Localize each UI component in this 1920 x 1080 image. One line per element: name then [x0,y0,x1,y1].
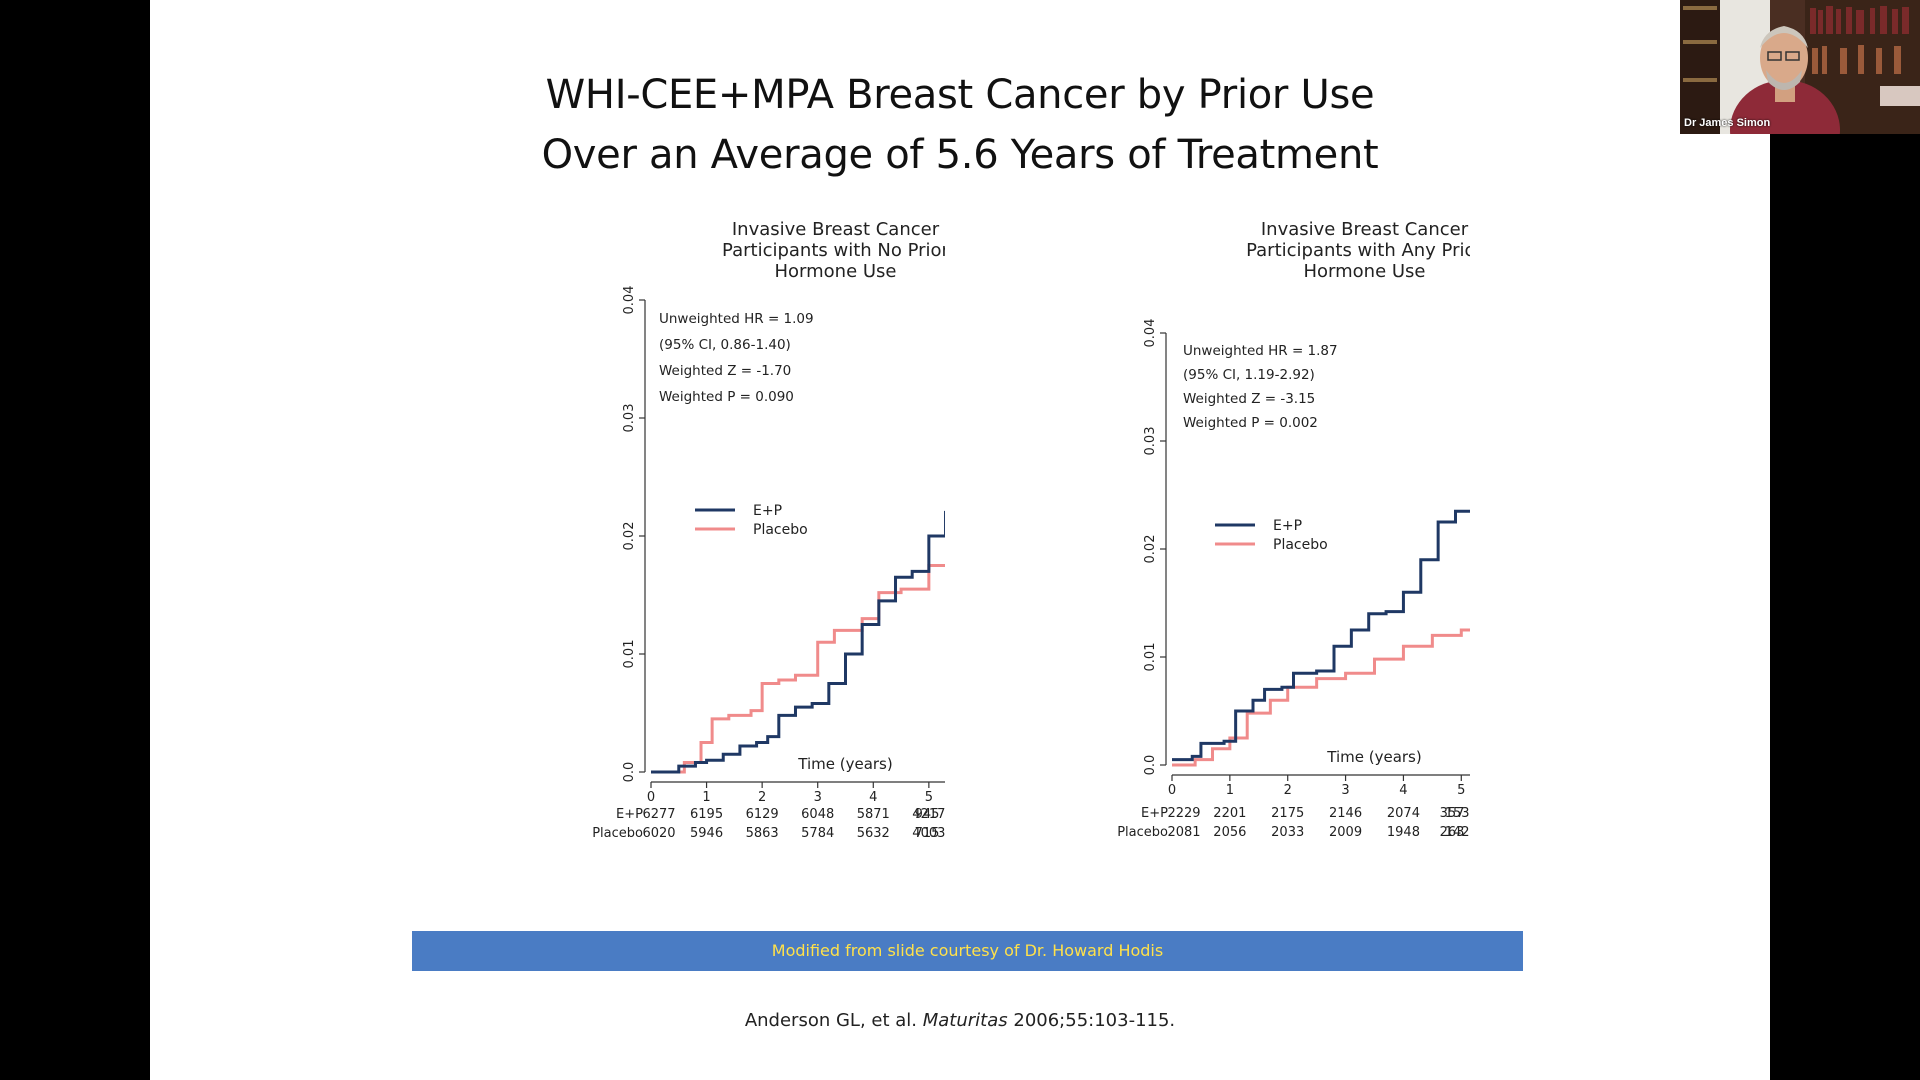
risk-count: 6195 [690,807,723,822]
chart-title-line: Invasive Breast Cancer [1261,219,1469,240]
risk-row-label: E+P [616,807,643,822]
legend-label: Placebo [753,522,808,538]
stats-line: Weighted P = 0.090 [659,389,794,405]
risk-count: 263 [1440,825,1465,840]
x-tick-label: 3 [814,790,822,805]
legend-label: E+P [1273,518,1302,534]
attribution-banner: Modified from slide courtesy of Dr. Howa… [412,931,1523,971]
y-tick-label: 0.0 [1143,755,1158,776]
chart-title-line: Hormone Use [1303,261,1425,282]
risk-count: 6020 [642,826,675,841]
stats-line: Weighted Z = -3.15 [1183,391,1315,407]
stats-line: Weighted P = 0.002 [1183,415,1318,431]
citation-details: 2006;55:103-115. [1013,1010,1176,1031]
x-tick-label: 0 [647,790,655,805]
presentation-slide: WHI-CEE+MPA Breast Cancer by Prior Use O… [150,0,1770,1080]
risk-row-label: Placebo [592,826,643,841]
y-tick-label: 0.04 [1143,319,1158,348]
x-tick-label: 1 [1226,783,1234,798]
series-line-placebo [1172,628,1470,767]
risk-count: 5871 [857,807,890,822]
x-tick-label: 0 [1168,783,1176,798]
chart-title-line: Hormone Use [774,261,896,282]
chart-title-line: Participants with Any Prior [1246,240,1470,261]
risk-count: 4217 [912,807,945,822]
risk-count: 2081 [1167,825,1200,840]
risk-count: 5863 [746,826,779,841]
y-tick-label: 0.04 [622,286,637,315]
legend-label: E+P [753,503,782,519]
slide-title-line-1: WHI-CEE+MPA Breast Cancer by Prior Use [545,72,1375,118]
risk-row-label: E+P [1141,806,1168,821]
risk-count: 2146 [1329,806,1362,821]
x-tick-label: 1 [702,790,710,805]
x-tick-label: 4 [1399,783,1407,798]
risk-count: 2229 [1167,806,1200,821]
x-tick-label: 2 [758,790,766,805]
risk-count: 6129 [746,807,779,822]
stats-line: Unweighted HR = 1.87 [1183,343,1338,359]
y-tick-label: 0.02 [1143,535,1158,564]
risk-count: 2074 [1387,806,1420,821]
risk-count: 6277 [642,807,675,822]
x-axis-label: Time (years) [797,755,892,773]
series-line-ep [651,510,945,774]
citation: Anderson GL, et al. Maturitas 2006;55:10… [150,1010,1770,1031]
citation-authors: Anderson GL, et al. [744,1010,917,1031]
risk-count: 2009 [1329,825,1362,840]
y-tick-label: 0.03 [1143,427,1158,456]
chart-title-line: Invasive Breast Cancer [732,219,940,240]
webcam-video-feed [1680,0,1920,134]
risk-count: 5946 [690,826,723,841]
y-tick-label: 0.0 [622,762,637,783]
stats-line: (95% CI, 1.19-2.92) [1183,367,1315,383]
risk-count: 715 [915,826,940,841]
x-tick-label: 5 [1457,783,1465,798]
risk-count: 2033 [1271,825,1304,840]
risk-count: 945 [915,807,940,822]
y-tick-label: 0.02 [622,522,637,551]
risk-count: 6048 [801,807,834,822]
x-axis-label: Time (years) [1326,748,1421,766]
risk-count: 2175 [1271,806,1304,821]
webcam-thumbnail[interactable]: Dr James Simon [1680,0,1920,134]
legend-label: Placebo [1273,537,1328,553]
risk-count: 2056 [1213,825,1246,840]
x-tick-label: 4 [869,790,877,805]
attribution-text: Modified from slide courtesy of Dr. Howa… [771,941,1164,960]
risk-row-label: Placebo [1117,825,1168,840]
y-tick-label: 0.01 [1143,643,1158,672]
stats-line: (95% CI, 0.86-1.40) [659,337,791,353]
citation-journal: Maturitas [922,1010,1008,1031]
risk-count: 1536 [1445,806,1470,821]
stats-line: Unweighted HR = 1.09 [659,311,814,327]
risk-count: 4003 [912,826,945,841]
risk-count: 1948 [1387,825,1420,840]
x-tick-label: 5 [925,790,933,805]
chart-title-line: Participants with No Prior [722,240,945,261]
risk-count: 1426 [1445,825,1470,840]
stats-line: Weighted Z = -1.70 [659,363,791,379]
risk-count: 5632 [857,826,890,841]
participant-name-label: Dr James Simon [1684,117,1771,129]
risk-count: 2201 [1213,806,1246,821]
x-tick-label: 2 [1284,783,1292,798]
series-line-ep [1172,509,1470,762]
risk-count: 5784 [801,826,834,841]
y-tick-label: 0.03 [622,404,637,433]
x-tick-label: 3 [1341,783,1349,798]
slide-title-line-2: Over an Average of 5.6 Years of Treatmen… [541,132,1379,178]
y-tick-label: 0.01 [622,640,637,669]
risk-count: 357 [1440,806,1465,821]
series-line-placebo [651,564,945,774]
